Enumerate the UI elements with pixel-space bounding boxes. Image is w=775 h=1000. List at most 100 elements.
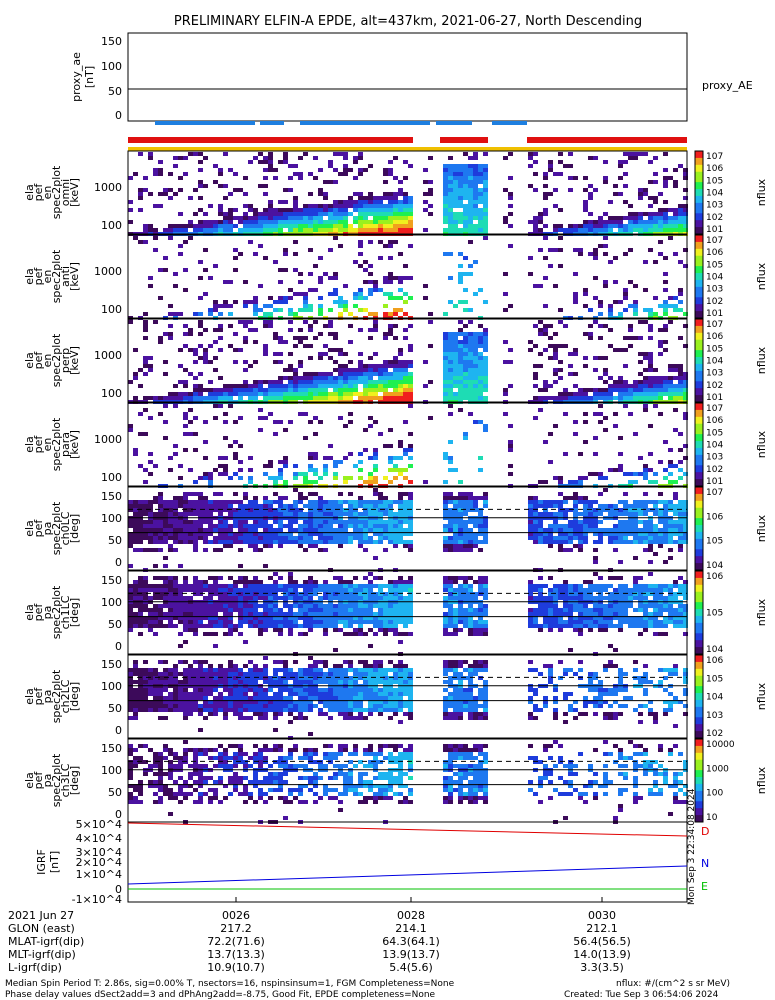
heatmap-cell	[158, 268, 163, 272]
heatmap-cell	[228, 212, 233, 216]
heatmap-cell	[188, 624, 193, 628]
heatmap-cell	[473, 156, 478, 160]
heatmap-cell	[188, 504, 193, 508]
heatmap-cell	[268, 320, 273, 324]
heatmap-cell	[308, 420, 313, 424]
heatmap-cell	[508, 176, 513, 180]
heatmap-cell	[423, 168, 428, 172]
heatmap-cell	[508, 384, 513, 388]
heatmap-cell	[653, 504, 658, 508]
heatmap-cell	[203, 500, 208, 504]
heatmap-cell	[233, 492, 238, 496]
heatmap-cell	[458, 608, 463, 612]
heatmap-cell	[558, 528, 563, 532]
heatmap-cell	[578, 248, 583, 252]
heatmap-cell	[373, 504, 378, 508]
heatmap-cell	[353, 260, 358, 264]
heatmap-cell	[458, 612, 463, 616]
heatmap-cell	[353, 504, 358, 508]
heatmap-cell	[653, 376, 658, 380]
heatmap-cell	[408, 592, 413, 596]
heatmap-cell	[173, 312, 178, 316]
heatmap-cell	[198, 580, 203, 584]
heatmap-cell	[543, 584, 548, 588]
heatmap-cell	[128, 588, 133, 592]
heatmap-cell	[628, 480, 633, 484]
heatmap-cell	[243, 192, 248, 196]
heatmap-cell	[378, 376, 383, 380]
panel-spec_para: 1000100elapefenspec2plotpara[keV]1071061…	[23, 402, 768, 488]
heatmap-cell	[198, 624, 203, 628]
heatmap-cell	[323, 204, 328, 208]
heatmap-cell	[443, 508, 448, 512]
heatmap-cell	[248, 508, 253, 512]
heatmap-cell	[238, 536, 243, 540]
heatmap-cell	[548, 324, 553, 328]
heatmap-cell	[273, 360, 278, 364]
heatmap-cell	[448, 524, 453, 528]
heatmap-cell	[583, 220, 588, 224]
heatmap-cell	[148, 584, 153, 588]
heatmap-cell	[443, 184, 448, 188]
heatmap-cell	[453, 596, 458, 600]
heatmap-cell	[263, 512, 268, 516]
heatmap-cell	[668, 472, 673, 476]
heatmap-cell	[308, 224, 313, 228]
heatmap-cell	[263, 604, 268, 608]
heatmap-cell	[198, 332, 203, 336]
heatmap-cell	[388, 628, 393, 632]
heatmap-cell	[543, 388, 548, 392]
heatmap-cell	[183, 380, 188, 384]
heatmap-cell	[338, 224, 343, 228]
heatmap-cell	[318, 256, 323, 260]
heatmap-cell	[253, 536, 258, 540]
heatmap-cell	[243, 204, 248, 208]
colorbar-swatch	[695, 430, 703, 435]
heatmap-cell	[363, 368, 368, 372]
heatmap-cell	[198, 500, 203, 504]
heatmap-cell	[348, 580, 353, 584]
heatmap-cell	[633, 472, 638, 476]
heatmap-cell	[568, 228, 573, 232]
heatmap-cell	[483, 540, 488, 544]
heatmap-cell	[583, 332, 588, 336]
heatmap-cell	[328, 500, 333, 504]
heatmap-cell	[263, 156, 268, 160]
heatmap-cell	[183, 392, 188, 396]
heatmap-cell	[223, 196, 228, 200]
heatmap-cell	[258, 532, 263, 536]
heatmap-cell	[388, 220, 393, 224]
heatmap-cell	[238, 348, 243, 352]
heatmap-cell	[268, 168, 273, 172]
heatmap-cell	[548, 160, 553, 164]
heatmap-cell	[443, 340, 448, 344]
heatmap-cell	[343, 620, 348, 624]
heatmap-cell	[253, 508, 258, 512]
heatmap-cell	[663, 168, 668, 172]
heatmap-cell	[463, 536, 468, 540]
heatmap-cell	[333, 500, 338, 504]
heatmap-cell	[638, 336, 643, 340]
heatmap-cell	[313, 220, 318, 224]
heatmap-cell	[598, 532, 603, 536]
heatmap-cell	[643, 528, 648, 532]
heatmap-cell	[603, 284, 608, 288]
heatmap-cell	[318, 356, 323, 360]
heatmap-cell	[328, 524, 333, 528]
heatmap-cell	[673, 508, 678, 512]
heatmap-cell	[628, 412, 633, 416]
heatmap-cell	[238, 532, 243, 536]
heatmap-cell	[398, 532, 403, 536]
heatmap-cell	[583, 620, 588, 624]
heatmap-cell	[383, 620, 388, 624]
heatmap-cell	[353, 520, 358, 524]
heatmap-cell	[648, 388, 653, 392]
heatmap-cell	[163, 540, 168, 544]
heatmap-cell	[588, 192, 593, 196]
heatmap-cell	[463, 580, 468, 584]
heatmap-cell	[178, 348, 183, 352]
heatmap-cell	[658, 540, 663, 544]
heatmap-cell	[448, 616, 453, 620]
heatmap-cell	[183, 288, 188, 292]
